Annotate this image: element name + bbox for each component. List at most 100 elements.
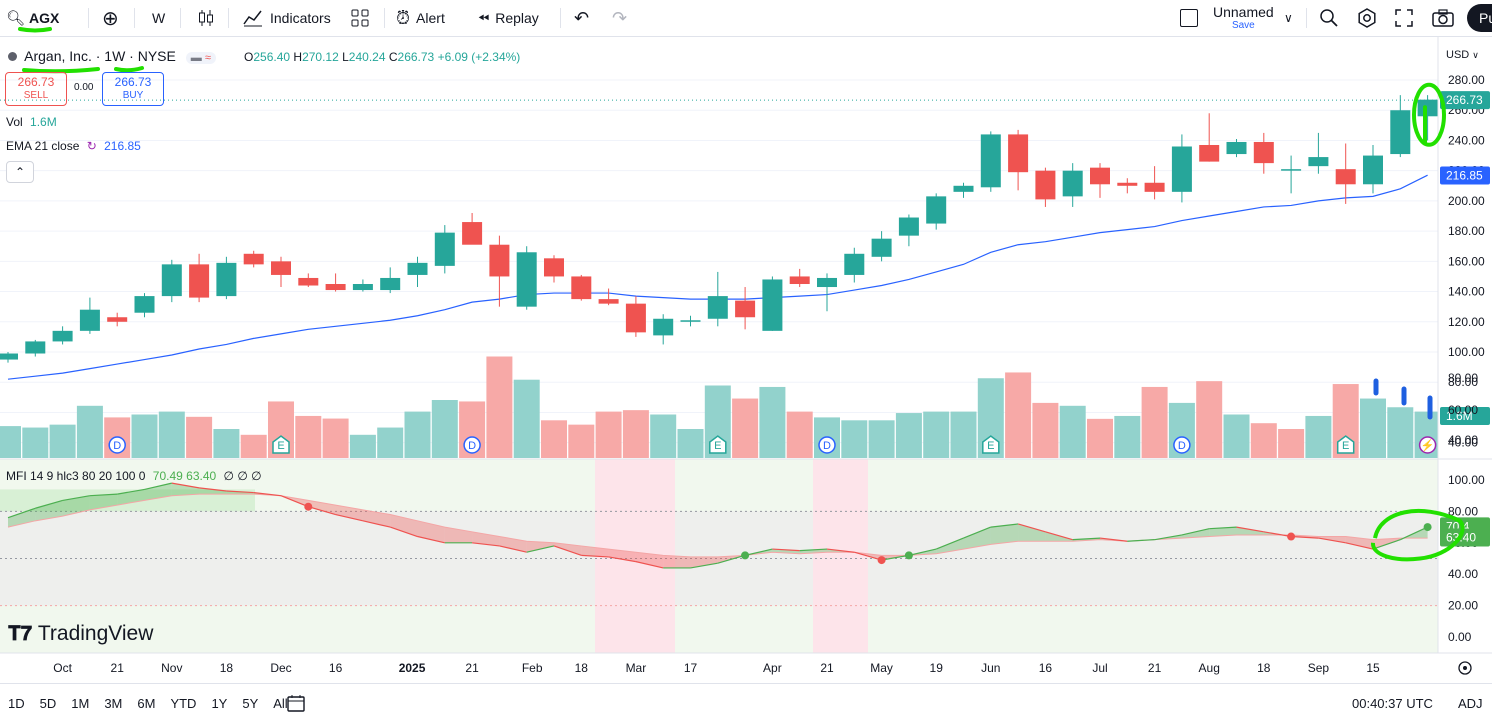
candle-body	[625, 303, 646, 333]
volume-bar	[240, 434, 267, 458]
buy-button[interactable]: 266.73 BUY	[102, 72, 164, 106]
mfi-line-segment	[89, 493, 118, 497]
mfi-cross-dot	[1287, 532, 1296, 541]
mfi-fill	[35, 500, 63, 521]
annotation-circle-price	[1412, 82, 1446, 147]
mfi-line-segment	[690, 562, 718, 569]
mfi-cross-dot	[304, 502, 313, 511]
mfi-fill	[635, 552, 664, 568]
time-tick-label: 18	[575, 661, 589, 675]
sell-price: 266.73	[17, 75, 55, 89]
volume-bar	[868, 420, 895, 458]
last-price-label-box	[1440, 91, 1490, 110]
volume-tick-label: 60.00	[1448, 403, 1478, 417]
indicators-button[interactable]: Indicators	[242, 0, 331, 36]
collapse-legend-button[interactable]: ⌃	[6, 161, 34, 183]
candle-body	[1035, 170, 1056, 200]
undo-button[interactable]: ↶	[574, 0, 589, 36]
mfi-cross-dot	[1423, 523, 1432, 532]
layout-name-button[interactable]: Unnamed Save	[1213, 0, 1274, 36]
range-button-1y[interactable]: 1Y	[211, 695, 228, 711]
layout-save-label: Save	[1231, 20, 1255, 31]
publish-button[interactable]: Pu	[1467, 4, 1492, 32]
indicators-label: Indicators	[270, 10, 331, 26]
volume-bar	[513, 379, 540, 458]
mfi-line-segment	[7, 507, 36, 519]
clock-time[interactable]: 00:40:37 UTC	[1352, 695, 1433, 711]
replay-button[interactable]: ⏪︎ Replay	[478, 0, 539, 36]
candle-body	[844, 253, 865, 275]
time-tick-label: Sep	[1308, 661, 1330, 675]
time-tick-label: Nov	[161, 661, 182, 675]
mfi-cross-dot	[877, 556, 886, 565]
fullscreen-button[interactable]	[1394, 0, 1414, 36]
candle-body	[571, 276, 592, 300]
ohlc-legend: O256.40 H270.12 L240.24 C266.73 +6.09 (+…	[244, 50, 521, 64]
candle-body	[980, 134, 1001, 188]
mfi-line-segment	[826, 548, 855, 553]
mfi-line-segment	[717, 554, 746, 564]
redo-button[interactable]: ↷	[612, 0, 627, 36]
chart-type-button[interactable]	[196, 0, 216, 36]
candle-body	[298, 277, 319, 286]
range-button-5d[interactable]: 5D	[39, 695, 57, 711]
time-tick-label: Jun	[981, 661, 1000, 675]
mfi-line-segment	[362, 520, 391, 528]
tradingview-watermark: 𝐓𝟕 TradingView	[8, 622, 153, 646]
ema-legend[interactable]: EMA 21 close ↻ 216.85	[6, 139, 141, 153]
volume-bar	[486, 356, 513, 458]
mfi-line-segment	[1263, 531, 1292, 538]
compare-button[interactable]: ⊕	[102, 0, 119, 36]
templates-button[interactable]	[350, 0, 370, 36]
currency-button[interactable]: USD ∨	[1446, 49, 1479, 61]
layout-menu-button[interactable]: ∨	[1284, 0, 1293, 36]
range-button-1d[interactable]: 1D	[8, 695, 25, 711]
mfi-line-segment	[417, 535, 445, 544]
mfi-fill	[1209, 527, 1237, 537]
range-button-5y[interactable]: 5Y	[242, 695, 259, 711]
sell-button[interactable]: 266.73 SELL	[5, 72, 67, 106]
event-marker-label: E	[714, 440, 721, 452]
range-button-3m[interactable]: 3M	[104, 695, 123, 711]
price-axis[interactable]: 40.00 60.00 80.00 100.00 120.00 140.00 160.00 1…	[1440, 73, 1490, 644]
adj-button[interactable]: ADJ	[1458, 695, 1483, 711]
date-range-button[interactable]	[286, 684, 306, 722]
interval-button[interactable]: W	[152, 0, 165, 36]
volume-legend-value: 1.6M	[30, 115, 57, 129]
time-axis[interactable]: Oct 21 Nov 18 Dec 16 2025 21 Feb 18 Mar 17 Apr 21 May 1…	[53, 661, 1472, 675]
range-button-all[interactable]: All	[273, 695, 288, 711]
mfi-line-segment	[1017, 523, 1046, 533]
volume-bar	[1305, 415, 1332, 458]
snapshot-button[interactable]	[1431, 0, 1455, 36]
mfi-legend[interactable]: MFI 14 9 hlc3 80 20 100 0 70.49 63.40 ∅ …	[6, 469, 262, 483]
time-tick-label: Mar	[626, 661, 647, 675]
symbol-logo-icon	[8, 52, 17, 61]
annotation-underline-legend	[22, 66, 144, 74]
volume-legend[interactable]: Vol 1.6M	[6, 115, 57, 129]
settings-button[interactable]	[1356, 0, 1378, 36]
layout-checkbox[interactable]	[1180, 0, 1198, 36]
candle-body	[1090, 167, 1110, 185]
mfi-line-segment	[1099, 537, 1128, 542]
candle-body	[817, 277, 837, 288]
time-tick-label: 21	[1148, 661, 1162, 675]
volume-bar	[595, 411, 622, 458]
symbol-legend[interactable]: Argan, Inc. · 1W · NYSE ▬ ≈	[8, 48, 216, 64]
range-button-1m[interactable]: 1M	[71, 695, 90, 711]
quick-search-button[interactable]	[1318, 0, 1340, 36]
legend-symbol-name: Argan, Inc.	[24, 48, 92, 64]
mfi-fill	[171, 483, 200, 496]
mfi-line-segment	[881, 554, 910, 561]
symbol-search[interactable]: 🔍︎ AGX	[6, 0, 59, 36]
time-tick-label: 21	[465, 661, 479, 675]
chart-canvas[interactable]: D E D E D E D E ⚡ 40.00 60.00 80.00 100.00 120.00 140…	[0, 37, 1492, 683]
alert-button[interactable]: ⏰︎ Alert	[396, 0, 445, 36]
mfi-line-segment	[1291, 535, 1319, 539]
range-button-ytd[interactable]: YTD	[170, 695, 197, 711]
range-button-6m[interactable]: 6M	[137, 695, 156, 711]
candles-icon	[199, 10, 213, 26]
volume-bar	[213, 429, 240, 458]
candle-body	[598, 299, 619, 304]
mfi-signal-line	[7, 493, 1428, 558]
mfi-fill	[554, 542, 582, 556]
